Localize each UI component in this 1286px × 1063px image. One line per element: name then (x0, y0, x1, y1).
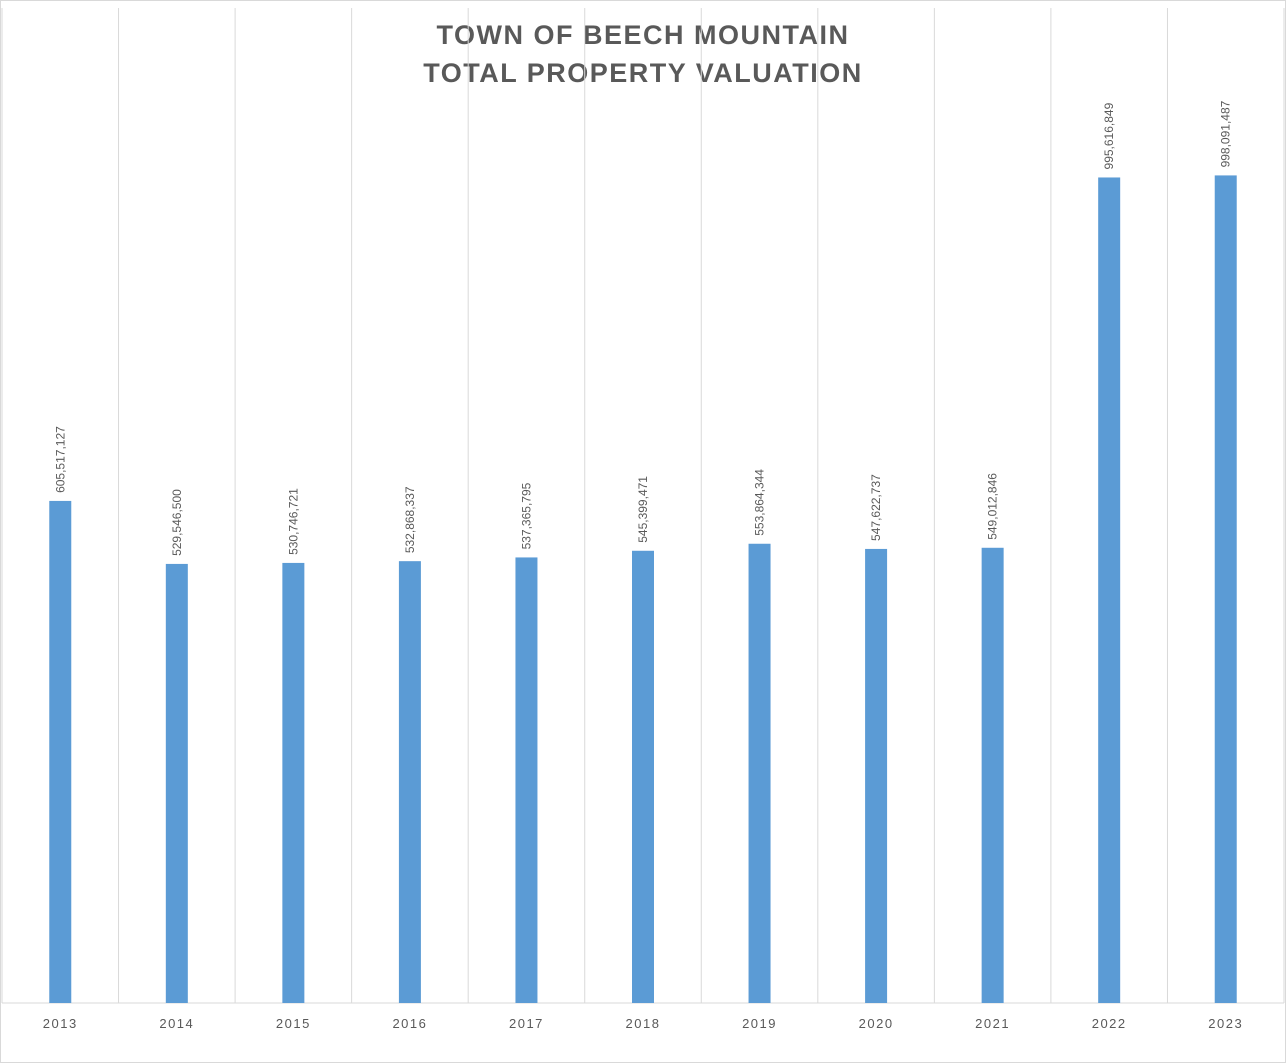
value-label: 529,546,500 (170, 489, 184, 556)
value-label: 532,868,337 (403, 486, 417, 553)
bar (748, 543, 771, 1003)
bar (165, 563, 188, 1003)
value-label: 549,012,846 (986, 473, 1000, 540)
bar (865, 548, 888, 1003)
value-label: 553,864,344 (753, 469, 767, 536)
bar (1214, 175, 1237, 1004)
x-tick-label: 2016 (392, 1016, 427, 1031)
value-label: 530,746,721 (286, 488, 300, 555)
value-label: 998,091,487 (1219, 100, 1233, 167)
bar (1098, 177, 1121, 1003)
chart-title: TOWN OF BEECH MOUNTAIN (437, 20, 850, 50)
chart-title: TOTAL PROPERTY VALUATION (423, 58, 863, 88)
bar (282, 562, 305, 1003)
bar (398, 561, 421, 1003)
bar (515, 557, 538, 1003)
value-label: 995,616,849 (1102, 102, 1116, 169)
value-label: 537,365,795 (519, 482, 533, 549)
value-label: 605,517,127 (53, 426, 67, 493)
x-tick-label: 2013 (43, 1016, 78, 1031)
x-tick-label: 2020 (859, 1016, 894, 1031)
x-tick-label: 2022 (1092, 1016, 1127, 1031)
bar (49, 500, 72, 1003)
x-tick-label: 2017 (509, 1016, 544, 1031)
x-tick-label: 2019 (742, 1016, 777, 1031)
bar (632, 550, 654, 1003)
x-tick-label: 2023 (1208, 1016, 1243, 1031)
bar (981, 547, 1004, 1003)
x-tick-label: 2018 (626, 1016, 661, 1031)
value-label: 547,622,737 (869, 474, 883, 541)
x-tick-label: 2014 (159, 1016, 194, 1031)
value-label: 545,399,471 (636, 476, 650, 543)
x-tick-label: 2015 (276, 1016, 311, 1031)
x-tick-label: 2021 (975, 1016, 1010, 1031)
